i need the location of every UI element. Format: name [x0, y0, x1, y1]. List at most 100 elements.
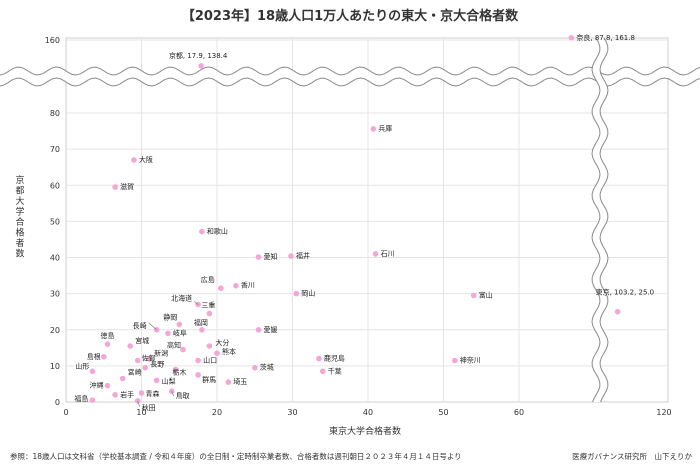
data-point: [153, 377, 160, 384]
data-label: 高知: [167, 341, 181, 350]
data-point: [370, 126, 377, 132]
data-point: [255, 254, 262, 260]
footer-note: 参照：18歳人口は文科省（学校基本調査 / 令和４年度）の全日制・定時制卒業者数…: [10, 451, 462, 461]
data-label: 福井: [296, 251, 310, 260]
y-tick-label: 60: [50, 181, 60, 190]
data-label: 群馬: [202, 375, 216, 384]
y-tick-label: 20: [50, 326, 60, 335]
data-label: 島根: [87, 352, 101, 361]
data-label: 山梨: [162, 376, 176, 385]
data-point: [218, 285, 224, 292]
data-label: 千葉: [328, 366, 342, 375]
data-label: 長野: [150, 361, 164, 369]
data-label: 和歌山: [207, 227, 228, 236]
data-point: [131, 157, 137, 163]
data-point: [195, 372, 201, 378]
data-label: 広島: [201, 275, 215, 284]
y-tick-label: 10: [50, 362, 60, 371]
data-point: [127, 343, 133, 349]
data-point: [134, 398, 141, 404]
data-label: 奈良, 87.8, 161.8: [576, 33, 635, 42]
data-label: 新潟: [154, 349, 168, 358]
y-tick-label: 50: [50, 217, 60, 226]
data-label: 青森: [146, 389, 160, 398]
data-label: 神奈川: [460, 356, 481, 365]
data-label: 宮城: [135, 336, 149, 345]
data-point: [172, 366, 179, 373]
data-point: [104, 382, 111, 389]
data-label: 岡山: [301, 289, 315, 298]
plot-frame: [0, 37, 700, 403]
data-point: [176, 321, 183, 328]
data-point: [195, 301, 201, 308]
data-point: [568, 35, 575, 41]
data-label: 埼玉: [233, 377, 247, 386]
data-point: [138, 390, 145, 396]
x-tick-label: 20: [212, 408, 222, 417]
x-tick-label: 10: [136, 408, 146, 417]
data-label: 山形: [75, 361, 89, 370]
data-label: 栃木: [173, 368, 187, 377]
data-label: 東京, 103.2, 25.0: [596, 288, 655, 297]
data-label: 京都, 17.9, 138.4: [169, 51, 228, 60]
data-label: 福島: [74, 394, 88, 403]
leader-line: [148, 322, 157, 330]
data-label: 佐賀: [142, 354, 156, 363]
data-label: 徳島: [101, 331, 115, 340]
data-label: 宮崎: [128, 368, 142, 377]
data-label: 福岡: [194, 318, 208, 327]
data-point: [288, 253, 294, 259]
data-label: 大分: [215, 338, 229, 347]
data-point: [104, 341, 111, 348]
y-tick-label: 160: [45, 36, 60, 45]
data-point: [252, 364, 258, 371]
data-label: 香川: [241, 281, 255, 290]
data-points: 奈良, 87.8, 161.8 京都, 17.9, 138.4 兵庫大阪滋賀和歌山愛…: [74, 33, 654, 412]
data-label: 熊本: [222, 347, 236, 356]
data-label: 三重: [201, 302, 215, 310]
plot-border: [65, 37, 669, 403]
x-tick-label: 30: [287, 408, 297, 417]
y-tick-label: 70: [50, 145, 60, 154]
data-point: [199, 327, 205, 333]
data-label: 沖縄: [90, 381, 104, 390]
data-point: [89, 397, 96, 404]
data-label: 愛媛: [264, 325, 278, 334]
data-label: 山口: [203, 356, 217, 365]
data-label: 秋田: [142, 403, 156, 412]
y-axis-label: 京都大学合格者数: [15, 174, 24, 260]
x-tick-label: 60: [514, 408, 524, 417]
x-axis-break: [591, 37, 609, 403]
data-label: 静岡: [163, 312, 177, 321]
data-point: [452, 357, 458, 364]
y-tick-label: 0: [55, 398, 60, 407]
data-point: [134, 357, 141, 364]
x-tick-label: 50: [438, 408, 448, 417]
y-tick-label: 40: [50, 254, 60, 263]
x-axis-label: 東京大学合格者数: [329, 425, 401, 437]
data-label: 岐阜: [173, 328, 187, 337]
data-point: [112, 392, 118, 398]
data-label: 岩手: [120, 390, 134, 399]
data-point: [319, 368, 326, 375]
chart-title: 【2023年】18歳人口1万人あたりの東大・京大合格者数: [182, 8, 519, 24]
data-point: [195, 357, 201, 364]
y-tick-label: 80: [50, 109, 60, 118]
data-label: 石川: [381, 250, 395, 258]
data-label: 北海道: [171, 294, 192, 303]
data-point: [293, 290, 300, 297]
data-point: [316, 355, 322, 362]
data-label: 大阪: [139, 155, 153, 164]
data-point: [233, 282, 239, 289]
footer-credit: 医療ガバナンス研究所 山下えりか: [572, 451, 692, 461]
y-axis-break: [0, 66, 700, 87]
x-tick-label: 0: [63, 408, 68, 417]
data-point: [372, 251, 379, 257]
data-point: [255, 327, 262, 333]
data-label: 長崎: [133, 321, 147, 330]
data-point: [101, 354, 107, 360]
leader-line: [137, 400, 141, 408]
data-point: [198, 63, 204, 69]
